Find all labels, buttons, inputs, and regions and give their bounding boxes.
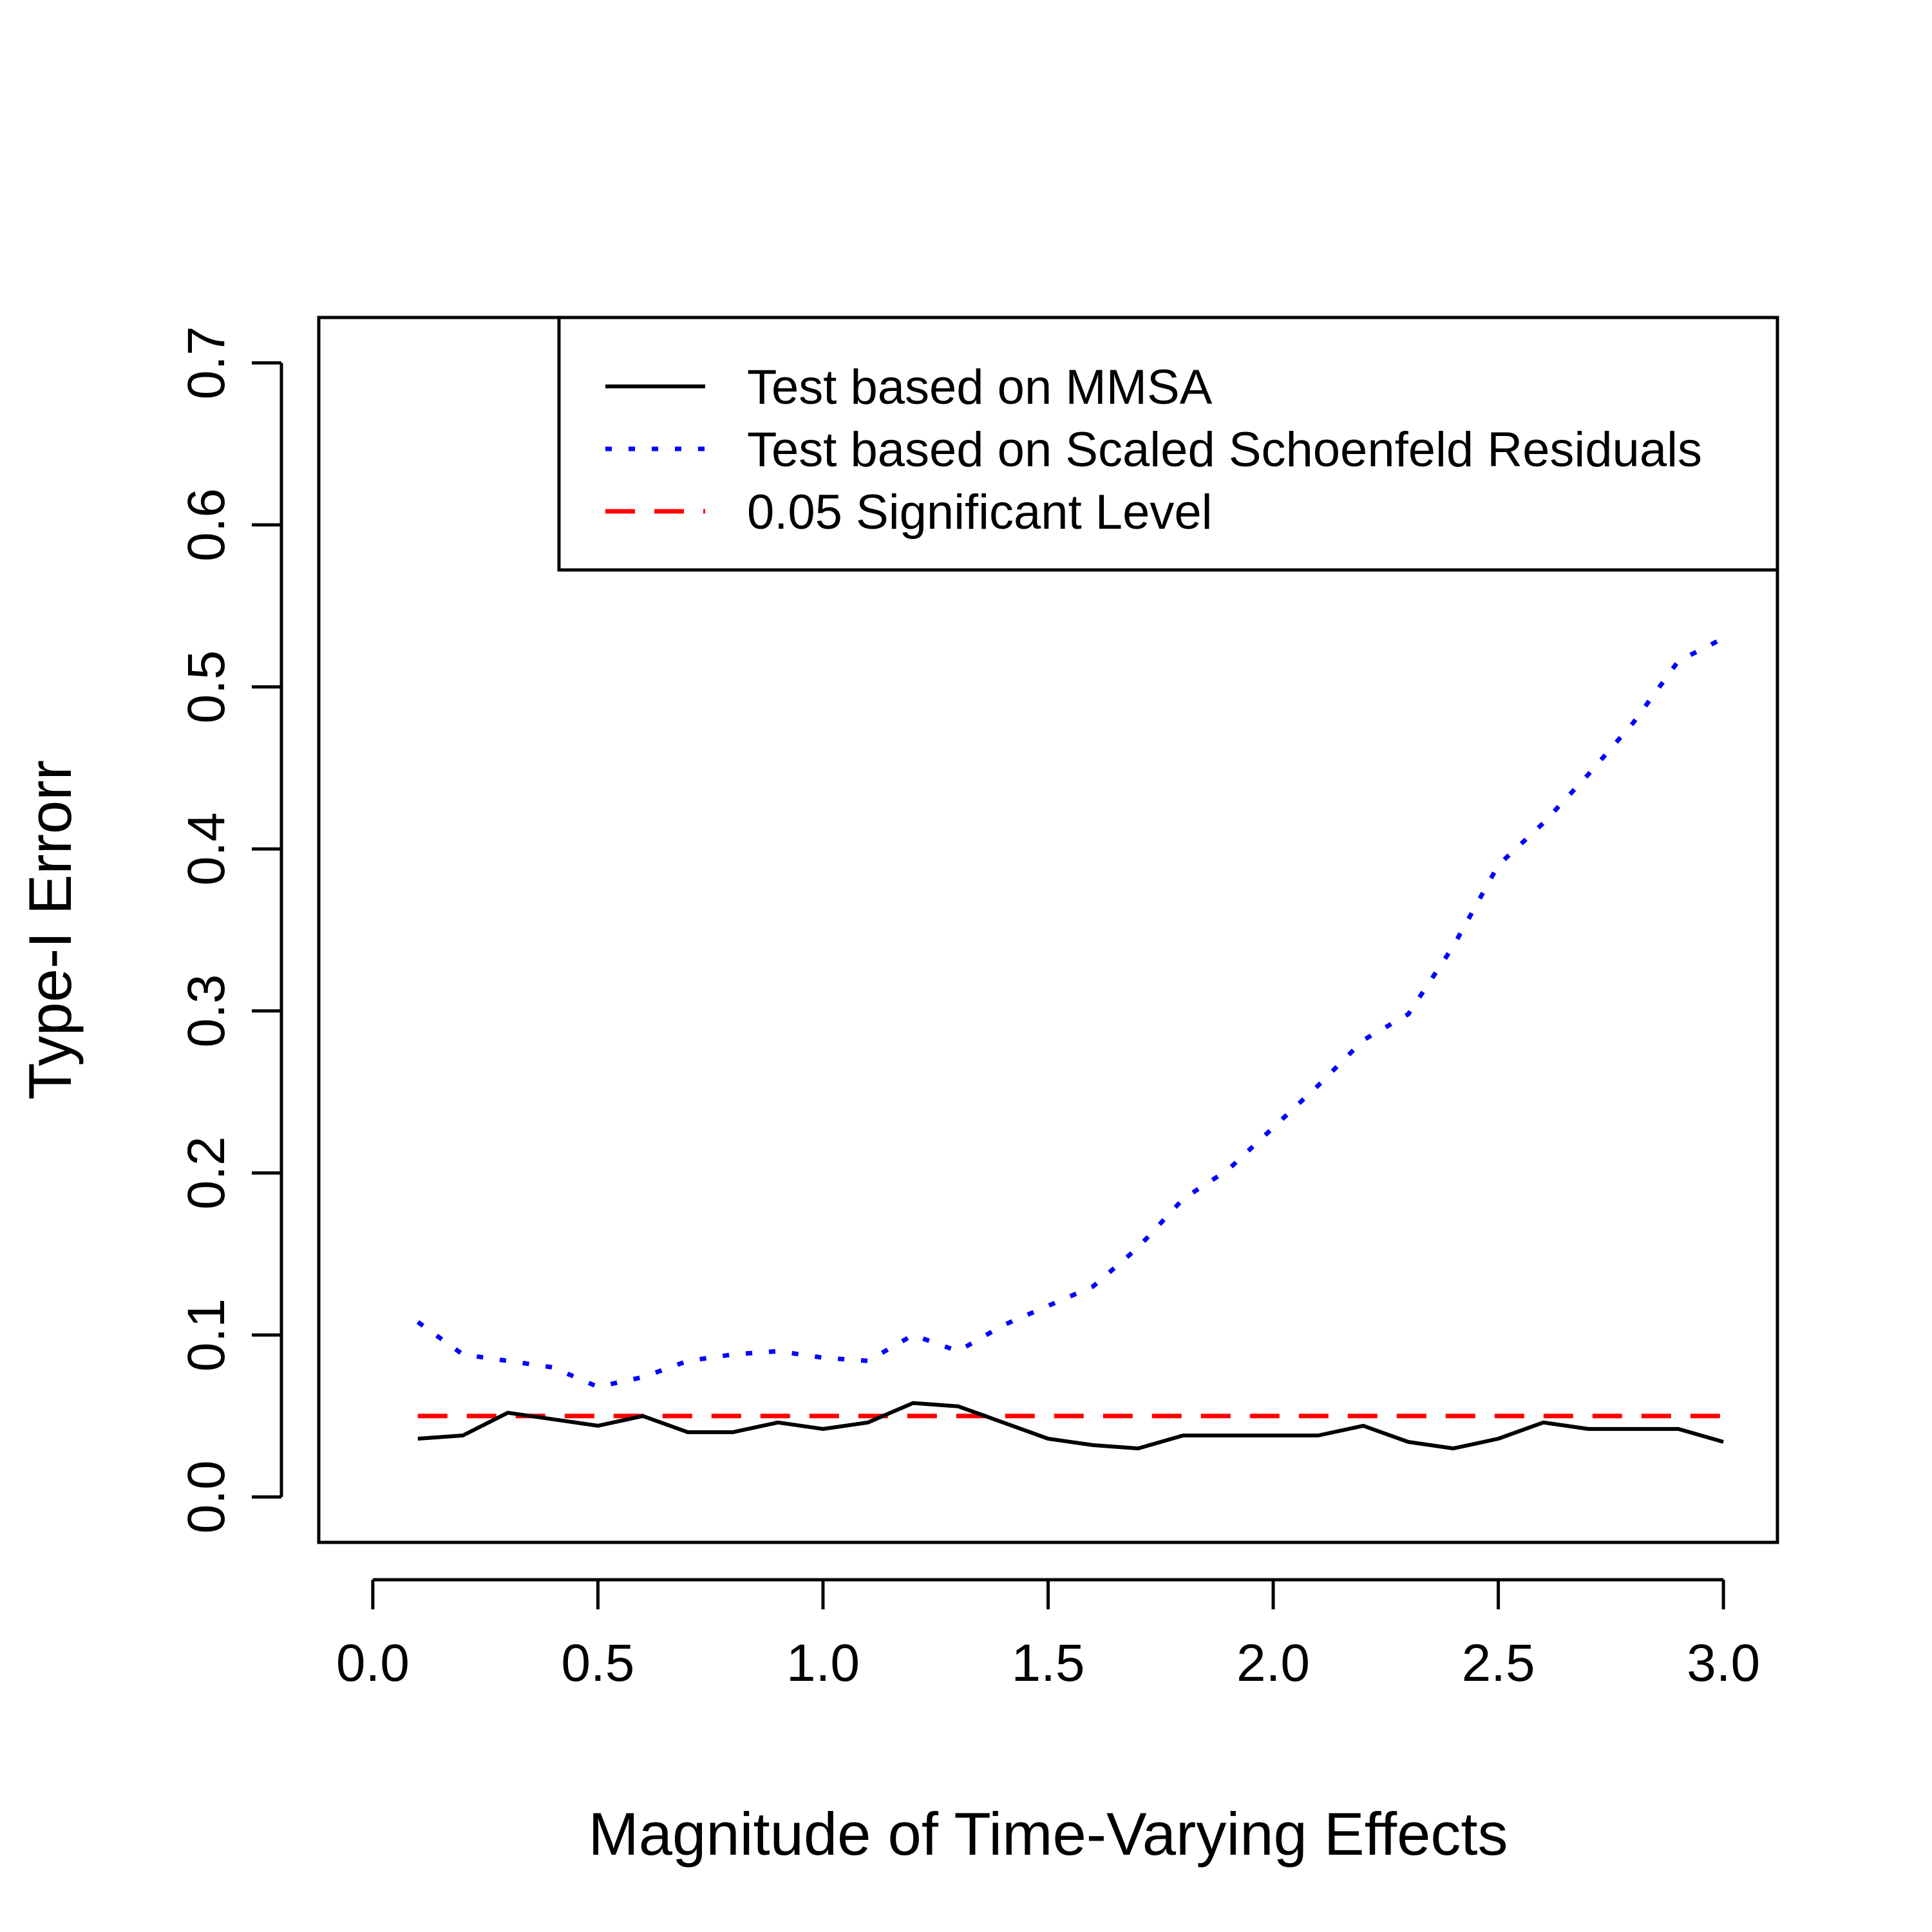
y-tick-label: 0.4	[177, 812, 236, 886]
x-tick-label: 1.0	[786, 1634, 860, 1692]
x-axis-title: Magnitude of Time-Varying Effects	[588, 1800, 1508, 1868]
x-tick-label: 1.5	[1012, 1634, 1085, 1692]
y-tick-label: 0.6	[177, 488, 236, 562]
x-tick-label: 2.0	[1236, 1634, 1310, 1692]
y-axis: 0.0 0.1 0.2 0.3 0.4 0.5 0.6 0.7	[177, 326, 283, 1534]
y-tick-label: 0.1	[177, 1298, 236, 1372]
y-tick-label: 0.3	[177, 974, 236, 1048]
series-line-1	[416, 636, 1725, 1389]
y-tick-label: 0.7	[177, 326, 236, 399]
legend-label-2: 0.05 Significant Level	[747, 485, 1212, 540]
x-axis: 0.0 0.5 1.0 1.5 2.0 2.5 3.0	[336, 1578, 1760, 1692]
legend-label-1: Test based on Scaled Schoenfeld Residual…	[747, 422, 1702, 477]
legend-box	[557, 316, 1779, 572]
y-tick-label: 0.0	[177, 1461, 236, 1534]
y-axis-title: Type-I Errorr	[16, 760, 84, 1100]
y-tick-label: 0.2	[177, 1136, 236, 1209]
x-tick-label: 0.5	[561, 1634, 634, 1692]
y-tick-label: 0.5	[177, 650, 236, 724]
x-tick-label: 3.0	[1687, 1634, 1760, 1692]
legend-label-0: Test based on MMSA	[747, 360, 1213, 415]
series-layer	[416, 636, 1725, 1451]
legend: Test based on MMSA Test based on Scaled S…	[557, 316, 1779, 572]
series-line-0	[417, 1401, 1724, 1451]
x-tick-label: 2.5	[1462, 1634, 1535, 1692]
x-tick-label: 0.0	[336, 1634, 410, 1692]
